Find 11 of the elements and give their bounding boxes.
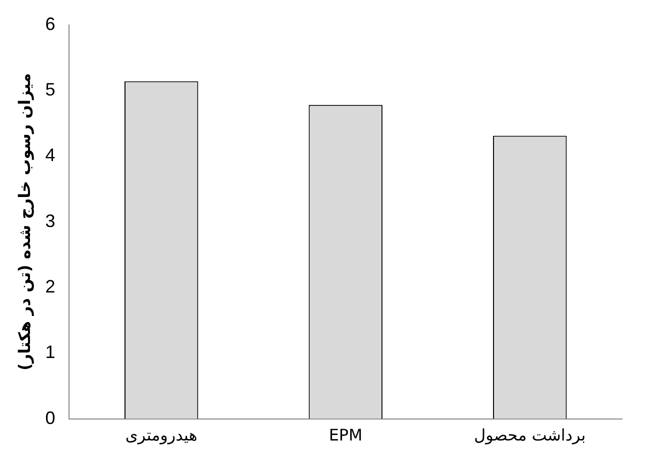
y-tick-label: 3 — [45, 210, 56, 231]
y-tick-label: 6 — [45, 14, 56, 34]
y-axis-title: میزان رسوب خارج شده (تن در هکتار) — [14, 73, 34, 370]
y-tick-label: 0 — [45, 408, 56, 428]
y-tick-label: 5 — [45, 79, 56, 100]
x-tick-label: برداشت محصول — [474, 426, 586, 445]
y-tick-label: 1 — [45, 342, 56, 362]
y-tick-label: 4 — [45, 145, 56, 166]
x-tick-label: EPM — [328, 426, 362, 445]
x-tick-label: هیدرومتری — [125, 426, 198, 445]
y-tick-label: 2 — [45, 276, 56, 296]
